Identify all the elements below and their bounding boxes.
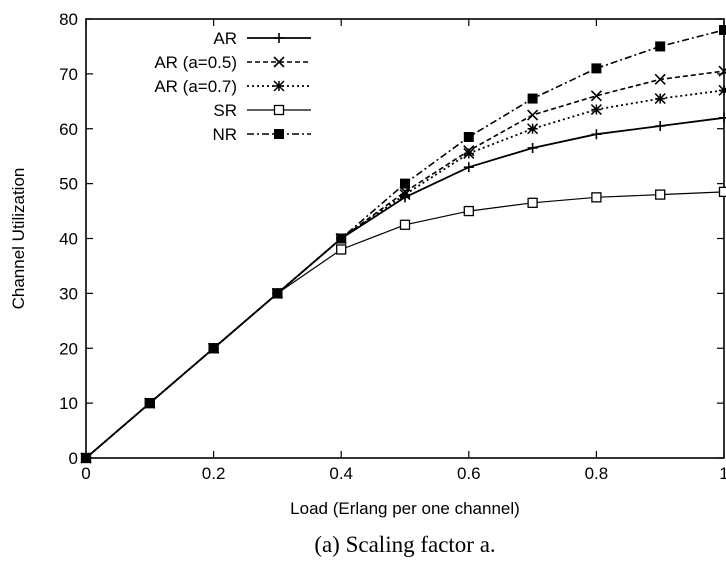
series-4 [81,24,726,463]
data-point [400,178,410,189]
legend-marker [274,33,284,43]
data-point [590,104,602,116]
legend-marker [274,129,284,139]
data-point [208,343,219,354]
data-point [527,142,538,153]
data-point [336,233,347,244]
legend: AR AR (a=0.5) AR (a=0.7) SR NR [154,29,311,144]
series-1 [80,65,726,464]
data-point [591,129,602,140]
data-point [399,189,411,201]
series-2 [80,84,726,464]
legend-marker [273,104,285,116]
x-axis-title: Load (Erlang per one channel) [290,499,520,518]
legend-label: AR (a=0.5) [154,53,237,72]
data-point [463,205,474,217]
y-tick-label: 70 [59,65,78,84]
x-tick-label: 0.2 [202,464,226,483]
y-tick-label: 20 [59,339,78,358]
data-point [655,121,666,132]
legend-entry: AR [213,29,311,48]
legend-entry: AR (a=0.5) [154,53,311,72]
legend-label: NR [212,125,237,144]
data-point [591,192,602,203]
legend-marker [273,80,285,92]
legend-label: AR [213,29,237,48]
series-line [85,89,725,459]
legend-entry: SR [213,101,311,120]
y-tick-label: 60 [59,120,78,139]
data-point [718,186,726,198]
data-point [463,147,475,159]
data-point [463,131,474,142]
series-line [85,191,725,459]
data-point [718,84,726,96]
data-point [527,93,538,104]
data-point [336,244,347,255]
data-point [655,41,666,52]
y-tick-label: 50 [59,175,78,194]
data-point [527,123,539,135]
data-point [81,453,91,463]
x-tick-label: 0.4 [329,464,353,483]
legend-marker [273,56,285,68]
legend-label: AR (a=0.7) [154,77,237,96]
series-3 [80,186,726,464]
data-point [144,398,155,409]
series-line [85,70,725,459]
y-tick-label: 30 [59,284,78,303]
data-point [719,112,726,123]
series-lines [80,24,726,464]
y-tick-label: 0 [69,449,78,468]
data-point [272,288,283,299]
data-point [591,63,602,74]
data-point [654,93,666,105]
data-point [654,73,666,85]
data-point [527,197,538,208]
y-tick-label: 40 [59,230,78,249]
data-point [655,189,666,200]
x-tick-label: 0.8 [585,464,609,483]
legend-label: SR [213,101,237,120]
series-0 [81,112,726,463]
data-point [719,24,726,35]
x-tick-label: 0.6 [457,464,481,483]
x-tick-label: 1 [719,464,726,483]
y-axis-title: Channel Utilization [9,168,28,310]
data-point [590,90,602,102]
legend-entry: NR [212,125,311,144]
x-tick-label: 0 [81,464,90,483]
figure-caption: (a) Scaling factor a. [314,532,495,557]
data-point [399,219,411,230]
series-line [85,116,725,459]
data-point [527,109,539,121]
y-tick-label: 10 [59,394,78,413]
legend-entry: AR (a=0.7) [154,77,311,96]
data-point [463,162,474,173]
data-point [718,65,726,77]
y-tick-label: 80 [59,10,78,29]
